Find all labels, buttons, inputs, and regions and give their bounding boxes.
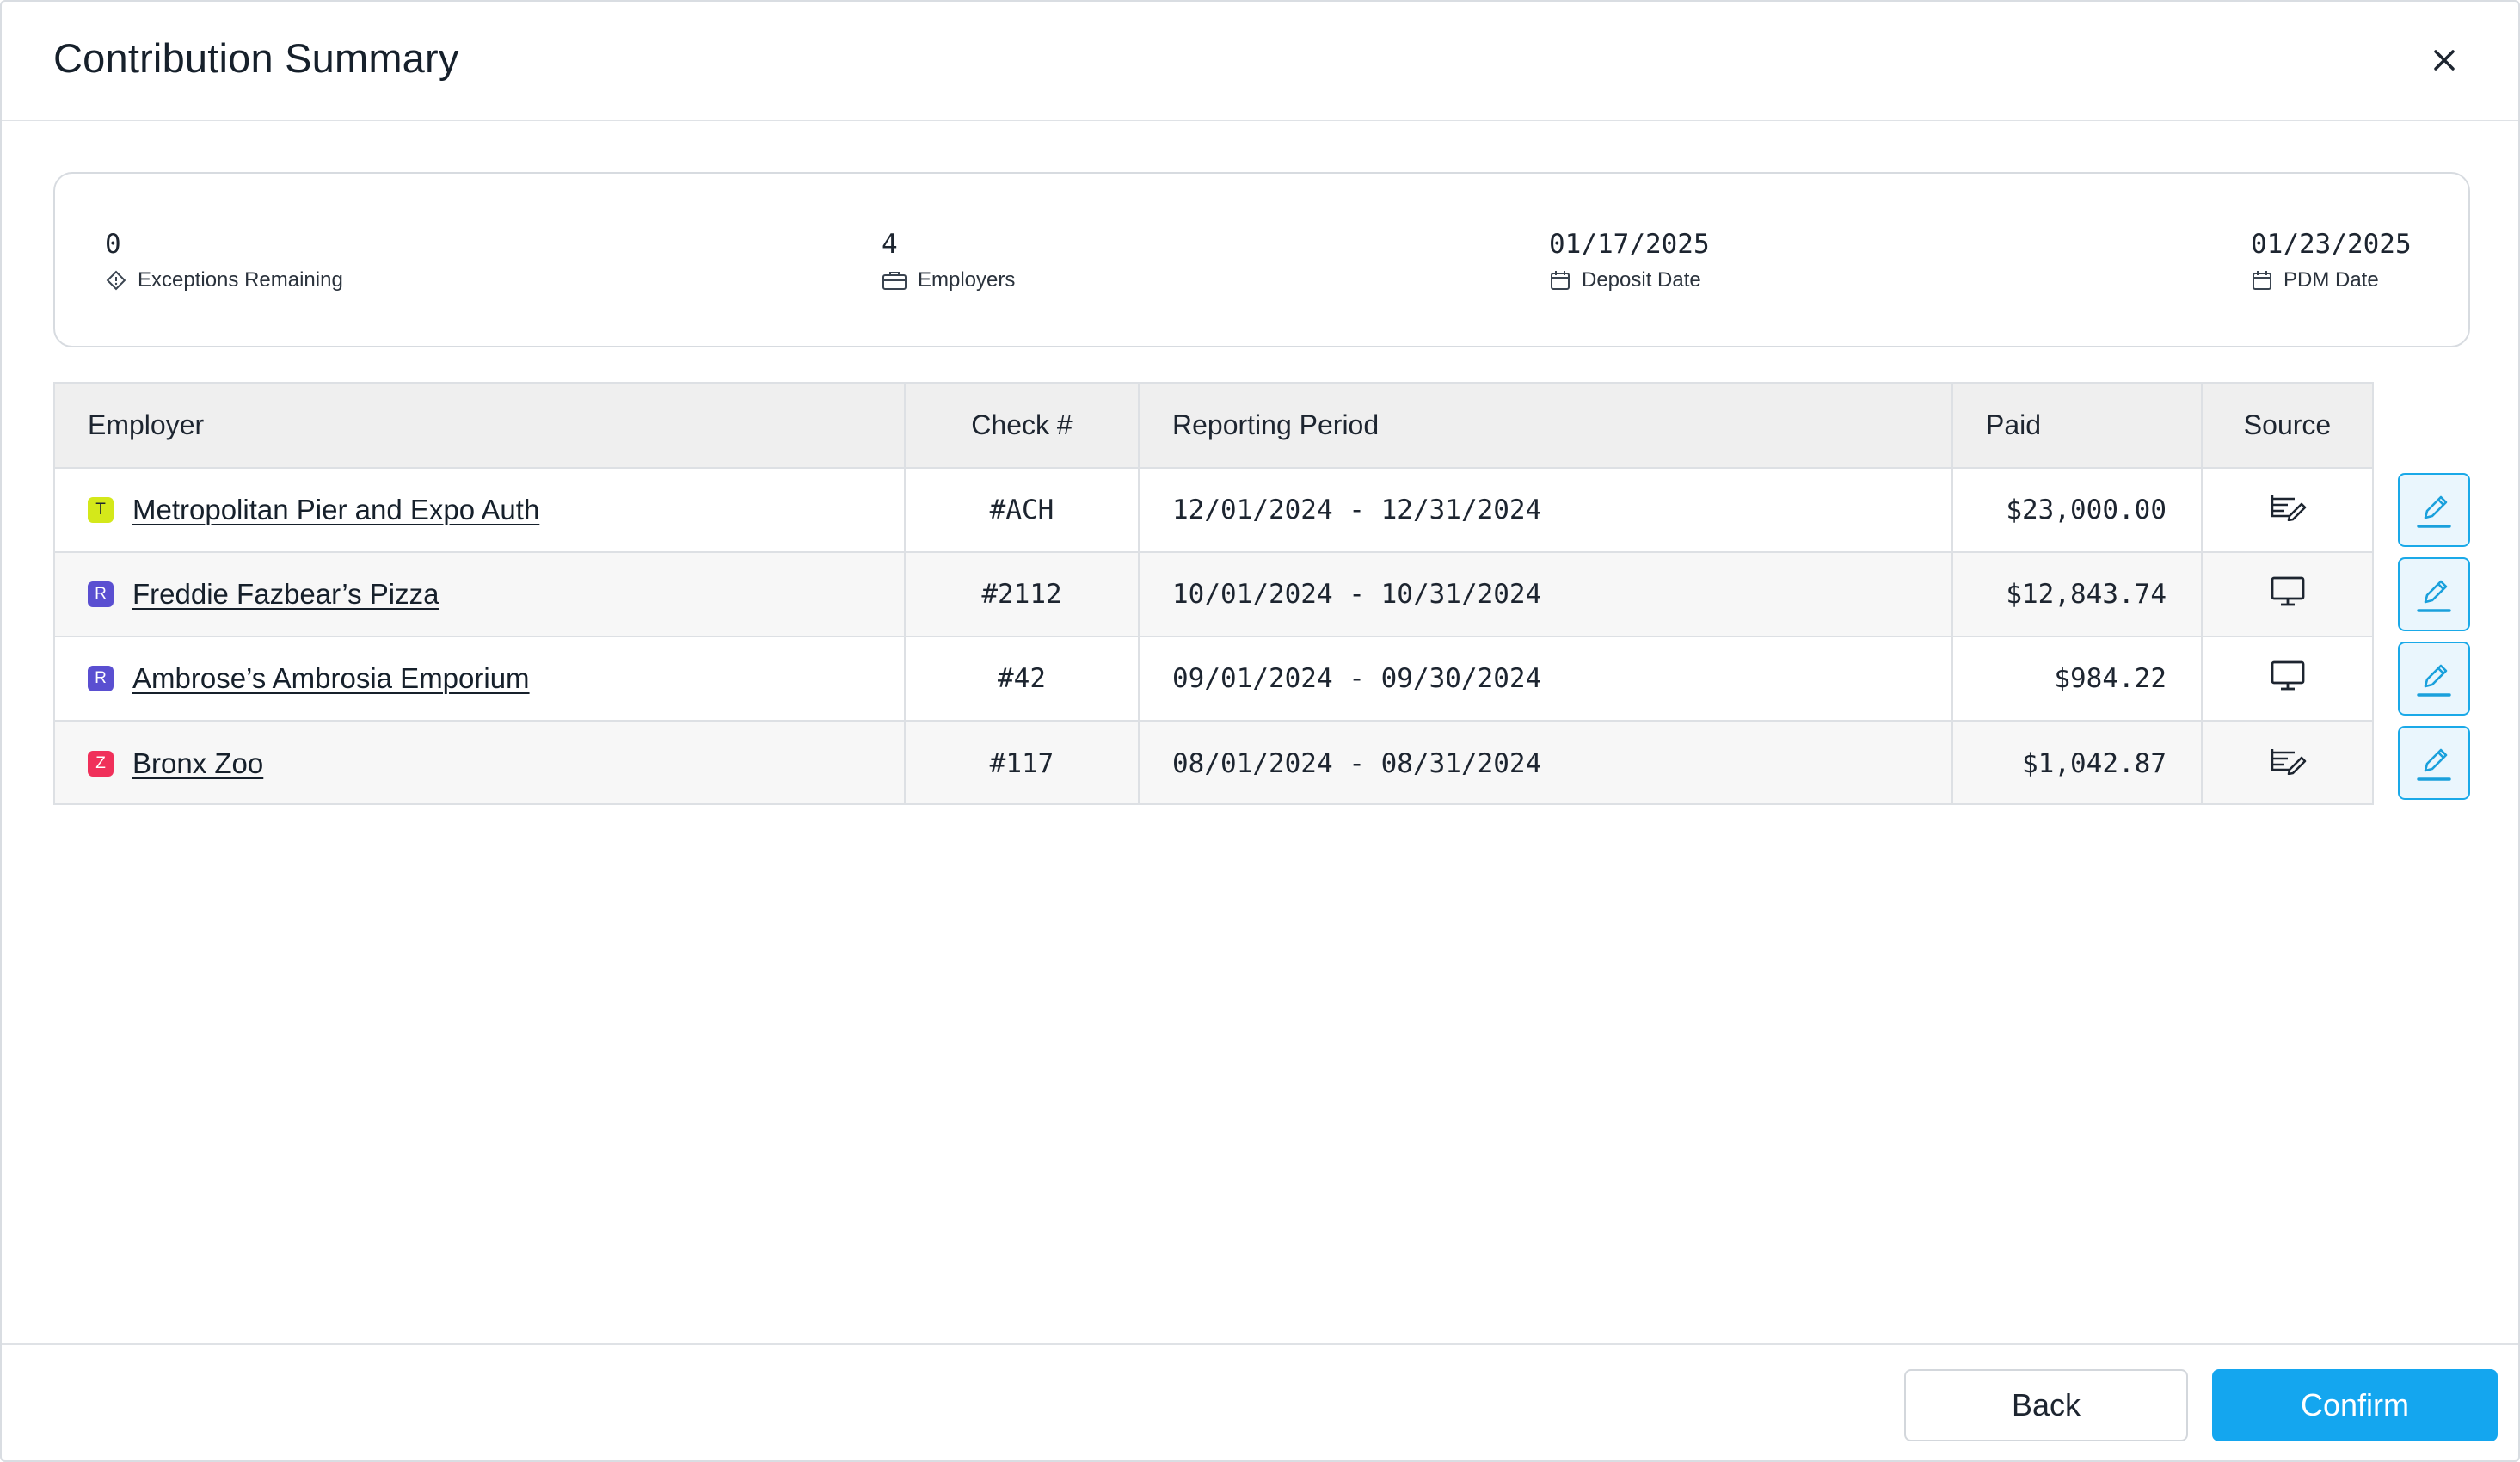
column-header-employer[interactable]: Employer [55,384,906,469]
source-cell [2202,636,2372,722]
close-button[interactable] [2427,43,2462,77]
pdm-date-value: 01/23/2025 [2251,229,2412,260]
table-row: Z Bronx Zoo #117 08/01/2024 - 08/31/2024… [55,721,2372,803]
check-number-cell: #42 [905,636,1140,722]
exceptions-label: Exceptions Remaining [138,268,343,292]
employers-value: 4 [882,229,898,260]
manual-entry-icon [2271,495,2306,522]
employer-type-badge: T [88,497,114,523]
column-header-source[interactable]: Source [2202,384,2372,469]
employers-label: Employers [918,268,1016,292]
source-cell [2202,552,2372,637]
reporting-period-cell: 12/01/2024 - 12/31/2024 [1139,468,1953,553]
monitor-icon [2271,576,2304,606]
monitor-icon [2271,660,2304,691]
table-row: T Metropolitan Pier and Expo Auth #ACH 1… [55,468,2372,553]
employer-type-badge: R [88,666,114,691]
back-button[interactable]: Back [1904,1369,2188,1441]
stat-exceptions: 0 Exceptions Remaining [105,227,343,292]
dialog-title: Contribution Summary [53,35,459,81]
close-icon [2434,50,2455,71]
calendar-icon [1551,271,1570,290]
employer-link[interactable]: Bronx Zoo [132,746,264,779]
employer-link[interactable]: Freddie Fazbear’s Pizza [132,578,439,610]
diamond-alert-icon [106,270,126,291]
paid-cell: $12,843.74 [1952,552,2203,637]
contributions-table: Employer Check # Reporting Period Paid S… [53,382,2374,805]
pdm-date-label: PDM Date [2283,268,2379,292]
stat-employers: 4 Employers [882,227,1015,292]
reporting-period-cell: 09/01/2024 - 09/30/2024 [1139,636,1953,722]
pencil-edit-icon [2417,495,2451,528]
column-header-paid[interactable]: Paid [1952,384,2203,469]
employer-type-badge: R [88,581,114,607]
dialog-header: Contribution Summary [2,2,2518,121]
paid-cell: $23,000.00 [1952,468,2203,553]
paid-cell: $1,042.87 [1952,721,2203,803]
employer-cell: T Metropolitan Pier and Expo Auth [55,468,906,553]
column-header-check[interactable]: Check # [905,384,1140,469]
check-number-cell: #ACH [905,468,1140,553]
pencil-edit-icon [2417,664,2451,697]
manual-entry-icon [2271,748,2306,775]
exceptions-value: 0 [105,229,121,260]
reporting-period-cell: 08/01/2024 - 08/31/2024 [1139,721,1953,803]
column-header-reporting-period[interactable]: Reporting Period [1139,384,1953,469]
employer-cell: R Ambrose’s Ambrosia Emporium [55,636,906,722]
paid-cell: $984.22 [1952,636,2203,722]
employer-cell: Z Bronx Zoo [55,721,906,803]
reporting-period-cell: 10/01/2024 - 10/31/2024 [1139,552,1953,637]
source-cell [2202,468,2372,553]
pencil-edit-icon [2417,748,2451,781]
edit-row-button[interactable] [2398,473,2470,547]
employer-link[interactable]: Ambrose’s Ambrosia Emporium [132,662,530,694]
briefcase-icon [882,272,907,290]
table-row: R Freddie Fazbear’s Pizza #2112 10/01/20… [55,552,2372,637]
calendar-icon [2253,271,2271,290]
dialog-footer: Back Confirm [2,1343,2518,1462]
stat-pdm-date: 01/23/2025 PDM Date [2251,227,2412,292]
check-number-cell: #2112 [905,552,1140,637]
employer-cell: R Freddie Fazbear’s Pizza [55,552,906,637]
table-header-row: Employer Check # Reporting Period Paid S… [55,384,2372,469]
employer-link[interactable]: Metropolitan Pier and Expo Auth [132,494,540,525]
check-number-cell: #117 [905,721,1140,803]
confirm-button[interactable]: Confirm [2212,1369,2498,1441]
edit-row-button[interactable] [2398,642,2470,716]
source-cell [2202,721,2372,803]
summary-card: 0 Exceptions Remaining 4 Employers [53,172,2470,347]
pencil-edit-icon [2417,580,2451,612]
table-row: R Ambrose’s Ambrosia Emporium #42 09/01/… [55,636,2372,722]
deposit-date-label: Deposit Date [1582,268,1701,292]
stat-deposit-date: 01/17/2025 Deposit Date [1549,227,1710,292]
employer-type-badge: Z [88,750,114,777]
deposit-date-value: 01/17/2025 [1549,229,1710,260]
edit-row-button[interactable] [2398,726,2470,800]
edit-row-button[interactable] [2398,557,2470,631]
